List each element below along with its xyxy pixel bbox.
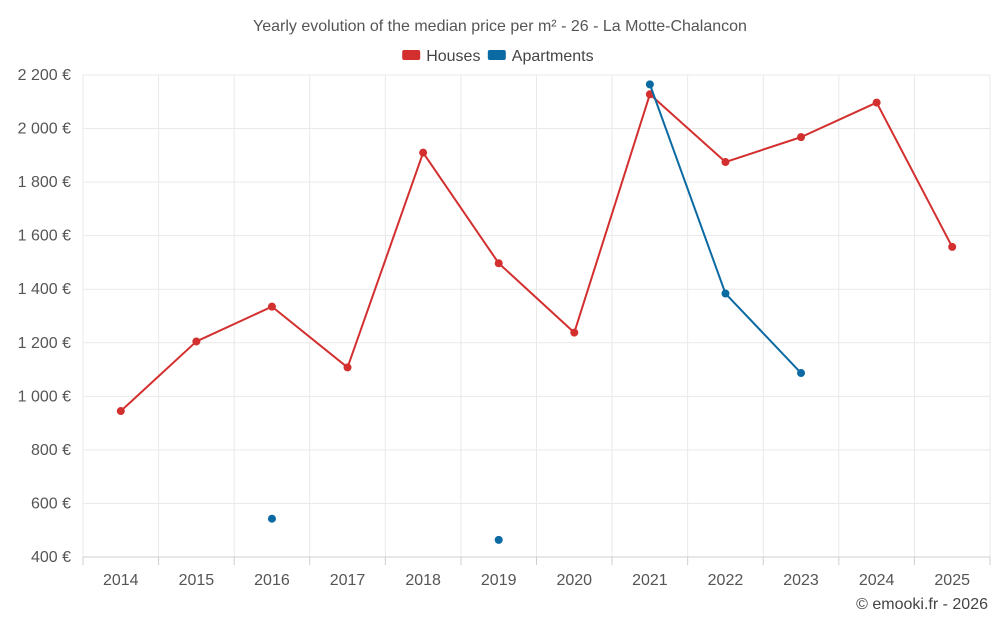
houses-point[interactable] [116,407,125,416]
y-tick-label: 1 600 € [18,228,71,245]
apartments-point[interactable] [267,514,276,523]
houses-point[interactable] [343,363,352,372]
x-tick-label: 2016 [254,572,290,589]
y-tick-label: 1 200 € [18,335,71,352]
x-tick-label: 2021 [632,572,668,589]
x-tick-label: 2018 [405,572,441,589]
houses-line-segment [195,305,273,343]
houses-line-segment [573,93,651,334]
series-apartments [267,80,806,544]
y-tick-label: 1 000 € [18,388,71,405]
legend-item-apartments[interactable]: Apartments [487,48,594,65]
houses-point[interactable] [192,337,201,346]
grid [82,74,991,558]
y-tick-label: 600 € [31,495,71,512]
houses-point[interactable] [419,148,428,157]
houses-line-segment [800,101,878,139]
apartments-point[interactable] [797,369,806,378]
y-tick-label: 2 200 € [18,67,71,84]
chart-title: Yearly evolution of the median price per… [253,18,747,35]
x-tick-label: 2017 [330,572,366,589]
houses-point[interactable] [267,302,276,311]
legend-label: Apartments [512,48,594,65]
y-tick-label: 1 400 € [18,281,71,298]
x-tick-label: 2022 [708,572,744,589]
axes: 400 € 600 € 800 € 1 000 € 1 200 € 1 400 € 1 60… [18,67,991,589]
apartments-point[interactable] [645,80,654,89]
x-tick-label: 2020 [556,572,592,589]
apartments-point[interactable] [721,289,730,298]
y-tick-label: 1 800 € [18,174,71,191]
houses-line-segment [346,151,425,369]
series-layer [116,80,957,544]
houses-point[interactable] [570,328,579,337]
y-tick-label: 800 € [31,442,71,459]
houses-point[interactable] [721,158,730,167]
credit-text: © emooki.fr - 2026 [856,596,988,613]
houses-point[interactable] [948,242,957,251]
houses-point[interactable] [872,98,881,107]
apartments-point[interactable] [494,535,503,544]
x-tick-label: 2015 [179,572,215,589]
houses-point[interactable] [494,259,503,268]
houses-line-segment [270,305,349,369]
series-houses [116,90,957,416]
x-tick-label: 2023 [783,572,819,589]
x-tick-label: 2025 [934,572,970,589]
legend-swatch [402,50,421,60]
x-tick-label: 2024 [859,572,895,589]
y-tick-label: 400 € [31,549,71,566]
apartments-line-segment [724,292,803,375]
x-tick-label: 2014 [103,572,139,589]
apartments-line-segment [648,83,727,295]
houses-line-segment [119,340,198,413]
houses-line-segment [497,262,576,334]
houses-line-segment [875,101,954,248]
legend-label: Houses [426,48,480,65]
legend-item-houses[interactable]: Houses [402,48,480,65]
houses-line-segment [648,93,727,164]
houses-line-segment [724,136,803,164]
houses-point[interactable] [797,133,806,142]
legend-swatch [487,50,506,60]
x-tick-label: 2019 [481,572,517,589]
houses-line-segment [422,151,500,265]
y-tick-label: 2 000 € [18,121,71,138]
legend[interactable]: Houses Apartments [402,48,594,65]
